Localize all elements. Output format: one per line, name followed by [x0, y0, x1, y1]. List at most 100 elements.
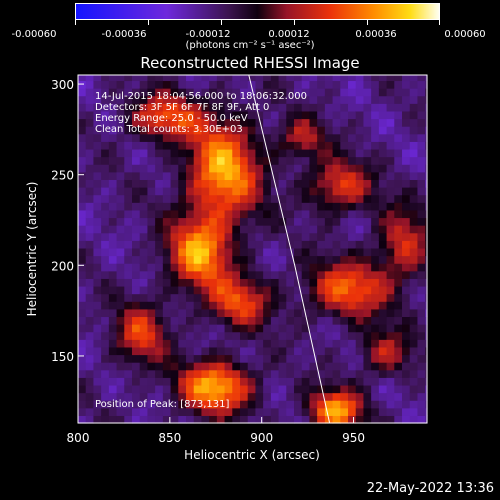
heatmap-cell	[286, 263, 295, 272]
heatmap-cell	[286, 164, 295, 173]
heatmap-cell	[386, 88, 395, 97]
heatmap-cell	[340, 95, 349, 104]
heatmap-cell	[78, 141, 87, 150]
heatmap-cell	[178, 270, 187, 279]
heatmap-cell	[409, 278, 419, 287]
heatmap-cell	[132, 400, 141, 409]
heatmap-cell	[108, 148, 118, 158]
heatmap-cell	[409, 75, 419, 82]
heatmap-cell	[317, 110, 326, 120]
heatmap-cell	[170, 278, 179, 287]
heatmap-cell	[232, 194, 241, 203]
heatmap-cell	[178, 141, 187, 150]
heatmap-cell	[216, 339, 226, 348]
heatmap-cell	[155, 209, 164, 219]
heatmap-cell	[247, 148, 257, 158]
heatmap-cell	[216, 148, 226, 158]
heatmap-cell	[263, 308, 272, 318]
heatmap-cell	[101, 354, 110, 363]
heatmap-cell	[116, 400, 125, 409]
heatmap-cell	[147, 392, 156, 401]
heatmap-cell	[101, 217, 110, 226]
heatmap-cell	[309, 362, 318, 371]
heatmap-cell	[301, 118, 311, 127]
heatmap-cell	[85, 293, 95, 302]
heatmap-cell	[162, 392, 172, 401]
heatmap-cell	[348, 293, 357, 302]
heatmap-cell	[193, 171, 203, 180]
solar-limb-line	[248, 74, 331, 424]
heatmap-cell	[101, 392, 110, 401]
heatmap-cell	[224, 308, 233, 318]
heatmap-cell	[348, 240, 357, 249]
heatmap-cell	[209, 362, 218, 371]
heatmap-cell	[216, 308, 226, 318]
heatmap-cell	[394, 392, 403, 401]
heatmap-cell	[270, 80, 280, 89]
heatmap-cell	[78, 232, 87, 241]
heatmap-cell	[309, 118, 318, 127]
heatmap-cell	[378, 331, 388, 340]
heatmap-cell	[78, 164, 87, 173]
heatmap-cell	[386, 156, 395, 165]
heatmap-cell	[348, 308, 357, 318]
heatmap-cell	[332, 331, 341, 340]
heatmap-cell	[101, 377, 110, 386]
heatmap-cell	[270, 301, 280, 310]
heatmap-cell	[263, 209, 272, 219]
heatmap-cell	[170, 369, 179, 378]
heatmap-cell	[132, 331, 141, 340]
heatmap-cell	[255, 308, 264, 318]
heatmap-cell	[371, 126, 380, 135]
heatmap-cell	[394, 164, 403, 173]
heatmap-cell	[232, 148, 241, 158]
heatmap-cell	[278, 80, 287, 89]
heatmap-cell	[124, 118, 133, 127]
heatmap-cell	[324, 400, 334, 409]
heatmap-cell	[170, 110, 179, 120]
heatmap-cell	[255, 126, 264, 135]
heatmap-cell	[155, 118, 164, 127]
heatmap-cell	[355, 209, 365, 219]
heatmap-cell	[240, 301, 249, 310]
heatmap-cell	[247, 126, 257, 135]
heatmap-cell	[332, 240, 341, 249]
heatmap-cell	[178, 346, 187, 356]
heatmap-cell	[155, 392, 164, 401]
heatmap-cell	[332, 400, 341, 409]
heatmap-cell	[108, 293, 118, 302]
heatmap-cell	[255, 164, 264, 173]
heatmap-cell	[394, 141, 403, 150]
heatmap-cell	[394, 187, 403, 196]
heatmap-cell	[101, 171, 110, 180]
heatmap-cell	[116, 407, 125, 416]
heatmap-cell	[378, 369, 388, 378]
heatmap-cell	[93, 354, 102, 363]
heatmap-cell	[132, 110, 141, 120]
heatmap-cell	[85, 308, 95, 318]
heatmap-cell	[240, 179, 249, 188]
heatmap-cell	[317, 141, 326, 150]
heatmap-cell	[340, 377, 349, 386]
heatmap-cell	[340, 88, 349, 97]
heatmap-cell	[201, 392, 210, 401]
heatmap-cell	[78, 285, 87, 295]
heatmap-cell	[378, 118, 388, 127]
heatmap-cell	[101, 110, 110, 120]
heatmap-cell	[355, 148, 365, 158]
heatmap-cell	[263, 247, 272, 257]
heatmap-cell	[247, 415, 257, 424]
heatmap-cell	[139, 339, 149, 348]
heatmap-cell	[147, 194, 156, 203]
heatmap-cell	[324, 95, 334, 104]
heatmap-cell	[85, 232, 95, 241]
heatmap-cell	[371, 270, 380, 279]
heatmap-cell	[324, 339, 334, 348]
heatmap-cell	[309, 369, 318, 378]
heatmap-cell	[378, 133, 388, 142]
heatmap-cell	[255, 103, 264, 112]
heatmap-cell	[286, 415, 295, 424]
heatmap-cell	[394, 202, 403, 211]
heatmap-cell	[363, 95, 372, 104]
heatmap-cell	[394, 247, 403, 257]
